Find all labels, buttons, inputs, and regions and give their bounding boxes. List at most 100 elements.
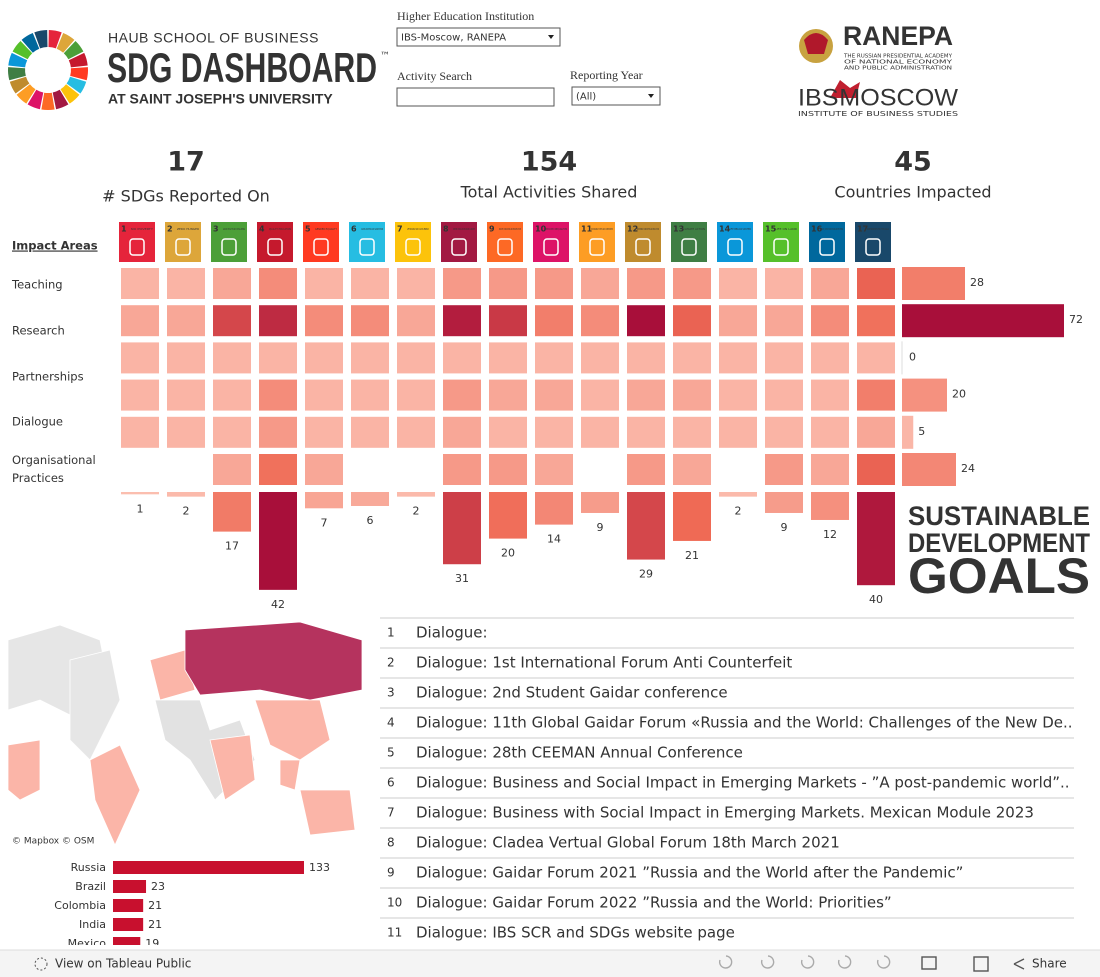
dropdown-arrow (548, 35, 554, 39)
heatmap-cell (627, 342, 665, 374)
row-label: Organisational Practices (12, 453, 96, 485)
heatmap-cell (719, 305, 757, 337)
sdg-logo-word: DEVELOPMENT (908, 528, 1090, 558)
activity-list: 1 Dialogue: 2 Dialogue: 1st International F… (380, 617, 1074, 942)
column-total-bar (765, 492, 803, 513)
download-icon[interactable] (921, 956, 937, 970)
activity-title[interactable]: Dialogue: 28th CEEMAN Annual Conference (416, 744, 743, 762)
sdg-pictogram (359, 238, 375, 256)
column-total-bar (121, 492, 159, 495)
footer-bar (0, 950, 1100, 977)
column-total-bar (489, 492, 527, 539)
heatmap-cell (259, 379, 297, 411)
column-total-bar (627, 492, 665, 560)
row-total-bar (902, 267, 965, 300)
activity-title[interactable]: Dialogue: Gaidar Forum 2021 ”Russia and … (416, 864, 963, 882)
filter-label: Activity Search (397, 69, 472, 83)
column-total-label: 31 (455, 572, 469, 585)
sdg-number: 8 (443, 225, 449, 234)
row-total-bar (902, 415, 914, 449)
activity-title[interactable]: Dialogue: 2nd Student Gaidar conference (416, 684, 728, 702)
activity-title[interactable]: Dialogue: IBS SCR and SDGs website page (416, 924, 735, 942)
column-total-label: 6 (367, 514, 374, 527)
activity-title[interactable]: Dialogue: Gaidar Forum 2022 ”Russia and … (416, 894, 892, 912)
dashboard-title: SDG DASHBOARD (107, 44, 377, 91)
fullscreen-icon[interactable] (973, 956, 989, 972)
heatmap-cell (259, 305, 297, 337)
wheel-segment (9, 76, 30, 94)
sdg-name: CLIMATE ACTION (683, 227, 705, 231)
sdg-number: 12 (627, 225, 638, 234)
institution-dropdown[interactable] (396, 27, 561, 47)
country-bar (113, 861, 304, 874)
sdg-number: 1 (121, 225, 127, 234)
activity-title[interactable]: Dialogue: Cladea Vertual Global Forum 18… (416, 834, 840, 852)
map-region (299, 789, 356, 836)
toolbar-icon[interactable] (837, 955, 852, 969)
heatmap-cell (581, 305, 619, 337)
toolbar-icon[interactable] (718, 955, 733, 969)
heatmap-cell (305, 379, 343, 411)
toolbar-icon[interactable] (800, 955, 815, 969)
heatmap-cell (489, 305, 527, 337)
activity-title[interactable]: Dialogue: Business with Social Impact in… (416, 804, 1034, 822)
heatmap-cell (213, 268, 251, 299)
row-total-bar (902, 378, 947, 412)
share-link[interactable]: Share (1032, 957, 1067, 971)
heatmap-cell (857, 268, 895, 299)
heatmap-cell (535, 379, 573, 411)
sdg-pictogram (405, 238, 421, 256)
dropdown-value: IBS-Moscow, RANEPA (401, 33, 506, 44)
heatmap-cell (259, 454, 297, 485)
heatmap-cell (489, 342, 527, 374)
heatmap-cell (719, 342, 757, 374)
ranepa-subtitle: THE RUSSIAN PRESIDENTIAL ACADEMY (843, 54, 953, 60)
heatmap-cell (305, 416, 343, 448)
row-label: Research (12, 324, 65, 338)
activity-number: 4 (387, 716, 395, 730)
sdg-pictogram (129, 238, 145, 256)
sdg-name: PEACE, JUSTICE AND STRONG INSTITUTIONS (821, 227, 843, 231)
sdg-name: RESPONSIBLE CONSUMPTION AND PRODUCTION (637, 227, 659, 231)
column-total-bar (811, 492, 849, 520)
sdg-pictogram (635, 238, 651, 256)
year-dropdown[interactable] (571, 86, 661, 106)
column-total-label: 21 (685, 549, 699, 562)
university-name: AT SAINT JOSEPH'S UNIVERSITY (108, 91, 333, 107)
view-link[interactable]: View on Tableau Public (55, 957, 191, 971)
activity-title[interactable]: Dialogue: Business and Social Impact in … (416, 774, 1070, 792)
column-total-bar (535, 492, 573, 525)
sdg-number: 4 (259, 225, 265, 234)
activity-title[interactable]: Dialogue: 1st International Forum Anti C… (416, 654, 792, 672)
country-name: Mexico (68, 937, 107, 950)
heatmap-cell (857, 416, 895, 448)
ranepa-subtitle: OF NATIONAL ECONOMY (844, 60, 953, 66)
column-total-label: 20 (501, 547, 515, 560)
activity-number: 9 (387, 866, 395, 880)
column-total-label: 40 (869, 593, 883, 606)
sdg-number: 11 (581, 225, 593, 234)
column-total-bar (213, 492, 251, 532)
country-name: Russia (71, 861, 106, 874)
activity-number: 2 (387, 656, 395, 670)
sdg-pictogram (451, 238, 467, 256)
sdg-pictogram (497, 238, 513, 256)
map-attribution: © Mapbox © OSM (12, 837, 94, 847)
country-value: 21 (148, 899, 162, 912)
heatmap-cell (857, 454, 895, 485)
search-box[interactable] (396, 87, 555, 107)
heatmap-cell (765, 268, 803, 299)
country-value: 19 (145, 937, 159, 950)
heatmap-cell (673, 416, 711, 448)
country-bars: Russia 133 Brazil 23 Colombia 21 India 21 Mexico… (54, 861, 330, 950)
activity-title: Dialogue: (416, 624, 488, 642)
heatmap-cell (121, 268, 159, 299)
toolbar-icon[interactable] (876, 955, 891, 969)
toolbar-icon[interactable] (760, 955, 775, 969)
heatmap-cell (765, 416, 803, 448)
share-icon[interactable] (1013, 958, 1025, 970)
column-total-label: 14 (547, 533, 561, 546)
activity-title[interactable]: Dialogue: 11th Global Gaidar Forum «Russ… (416, 714, 1073, 732)
